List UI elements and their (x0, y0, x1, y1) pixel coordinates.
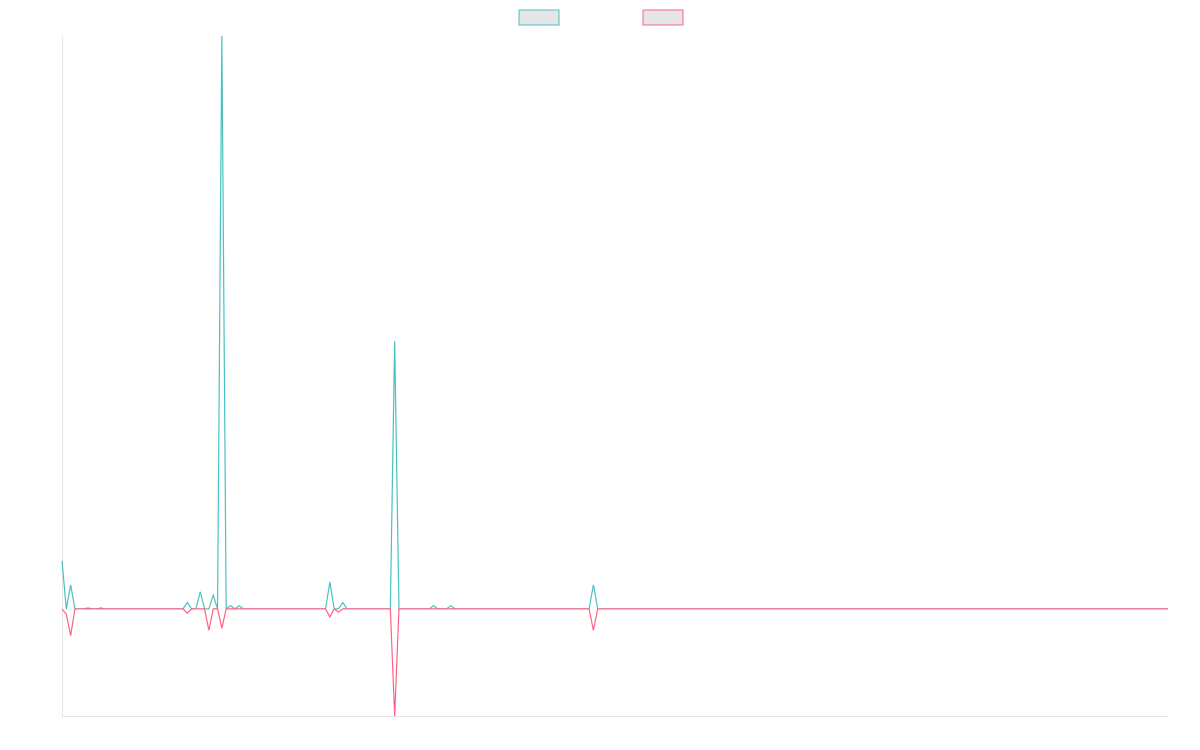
legend-swatch[interactable] (642, 9, 684, 26)
series-line (61, 608, 1168, 717)
legend-swatch[interactable] (518, 9, 560, 26)
series-line (61, 35, 1168, 611)
